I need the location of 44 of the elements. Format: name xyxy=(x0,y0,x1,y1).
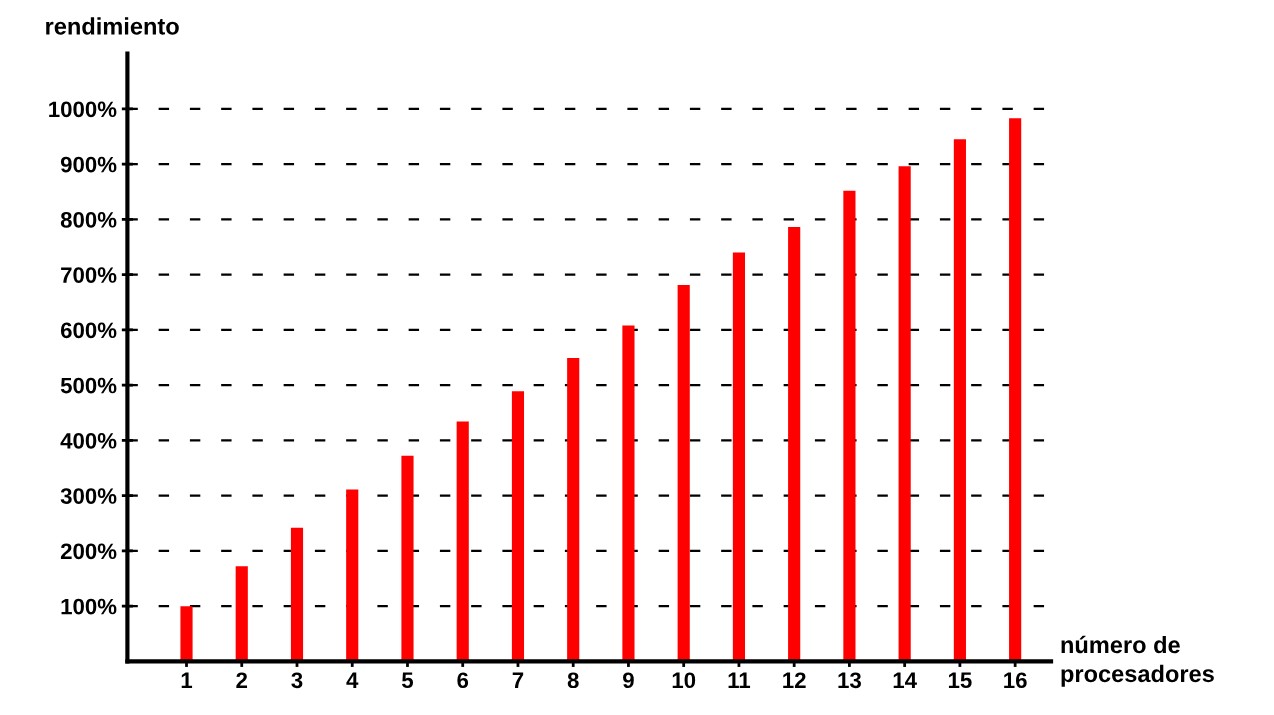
x-tick-label: 11 xyxy=(728,672,751,688)
x-tick-label: 3 xyxy=(291,672,303,689)
bar xyxy=(511,391,525,662)
bar xyxy=(953,139,966,662)
bar xyxy=(456,421,469,662)
x-tick-label: 5 xyxy=(401,672,414,689)
bar xyxy=(732,252,746,662)
x-tick-label: 12 xyxy=(783,672,806,688)
y-tick-label: 900% xyxy=(60,156,117,173)
bar xyxy=(1009,118,1022,662)
bar xyxy=(290,527,304,662)
y-tick-label: 100% xyxy=(61,598,117,615)
bar xyxy=(622,325,635,662)
bar xyxy=(180,606,193,662)
bar xyxy=(401,455,414,662)
y-axis-title: rendimiento xyxy=(46,17,179,35)
y-tick-label: 600% xyxy=(60,322,117,339)
x-tick-label: 7 xyxy=(512,672,524,688)
x-tick-label: 1 xyxy=(181,672,193,688)
bar xyxy=(235,566,248,662)
bar xyxy=(898,166,911,662)
x-tick-label: 15 xyxy=(948,672,972,689)
bar xyxy=(788,227,801,662)
bar xyxy=(677,285,690,662)
y-tick-label: 500% xyxy=(60,377,117,394)
x-tick-label: 16 xyxy=(1004,672,1027,689)
x-tick-label: 4 xyxy=(346,672,359,688)
y-tick-label: 800% xyxy=(60,211,117,228)
x-tick-label: 9 xyxy=(623,672,634,689)
x-tick-label: 10 xyxy=(672,672,696,689)
x-tick-label: 8 xyxy=(567,672,579,689)
x-tick-label: 13 xyxy=(838,672,861,689)
y-tick-label: 300% xyxy=(60,488,117,504)
bar xyxy=(843,190,856,662)
bar xyxy=(567,358,580,662)
bar xyxy=(346,489,359,662)
x-tick-label: 14 xyxy=(893,672,917,688)
x-tick-label: 2 xyxy=(236,672,248,688)
y-tick-label: 1000% xyxy=(49,101,117,118)
y-tick-label: 200% xyxy=(60,543,117,560)
y-tick-label: 700% xyxy=(61,267,117,283)
x-tick-label: 6 xyxy=(457,672,469,689)
y-tick-label: 400% xyxy=(60,432,117,449)
x-axis-title: número de procesadores xyxy=(1061,635,1214,687)
